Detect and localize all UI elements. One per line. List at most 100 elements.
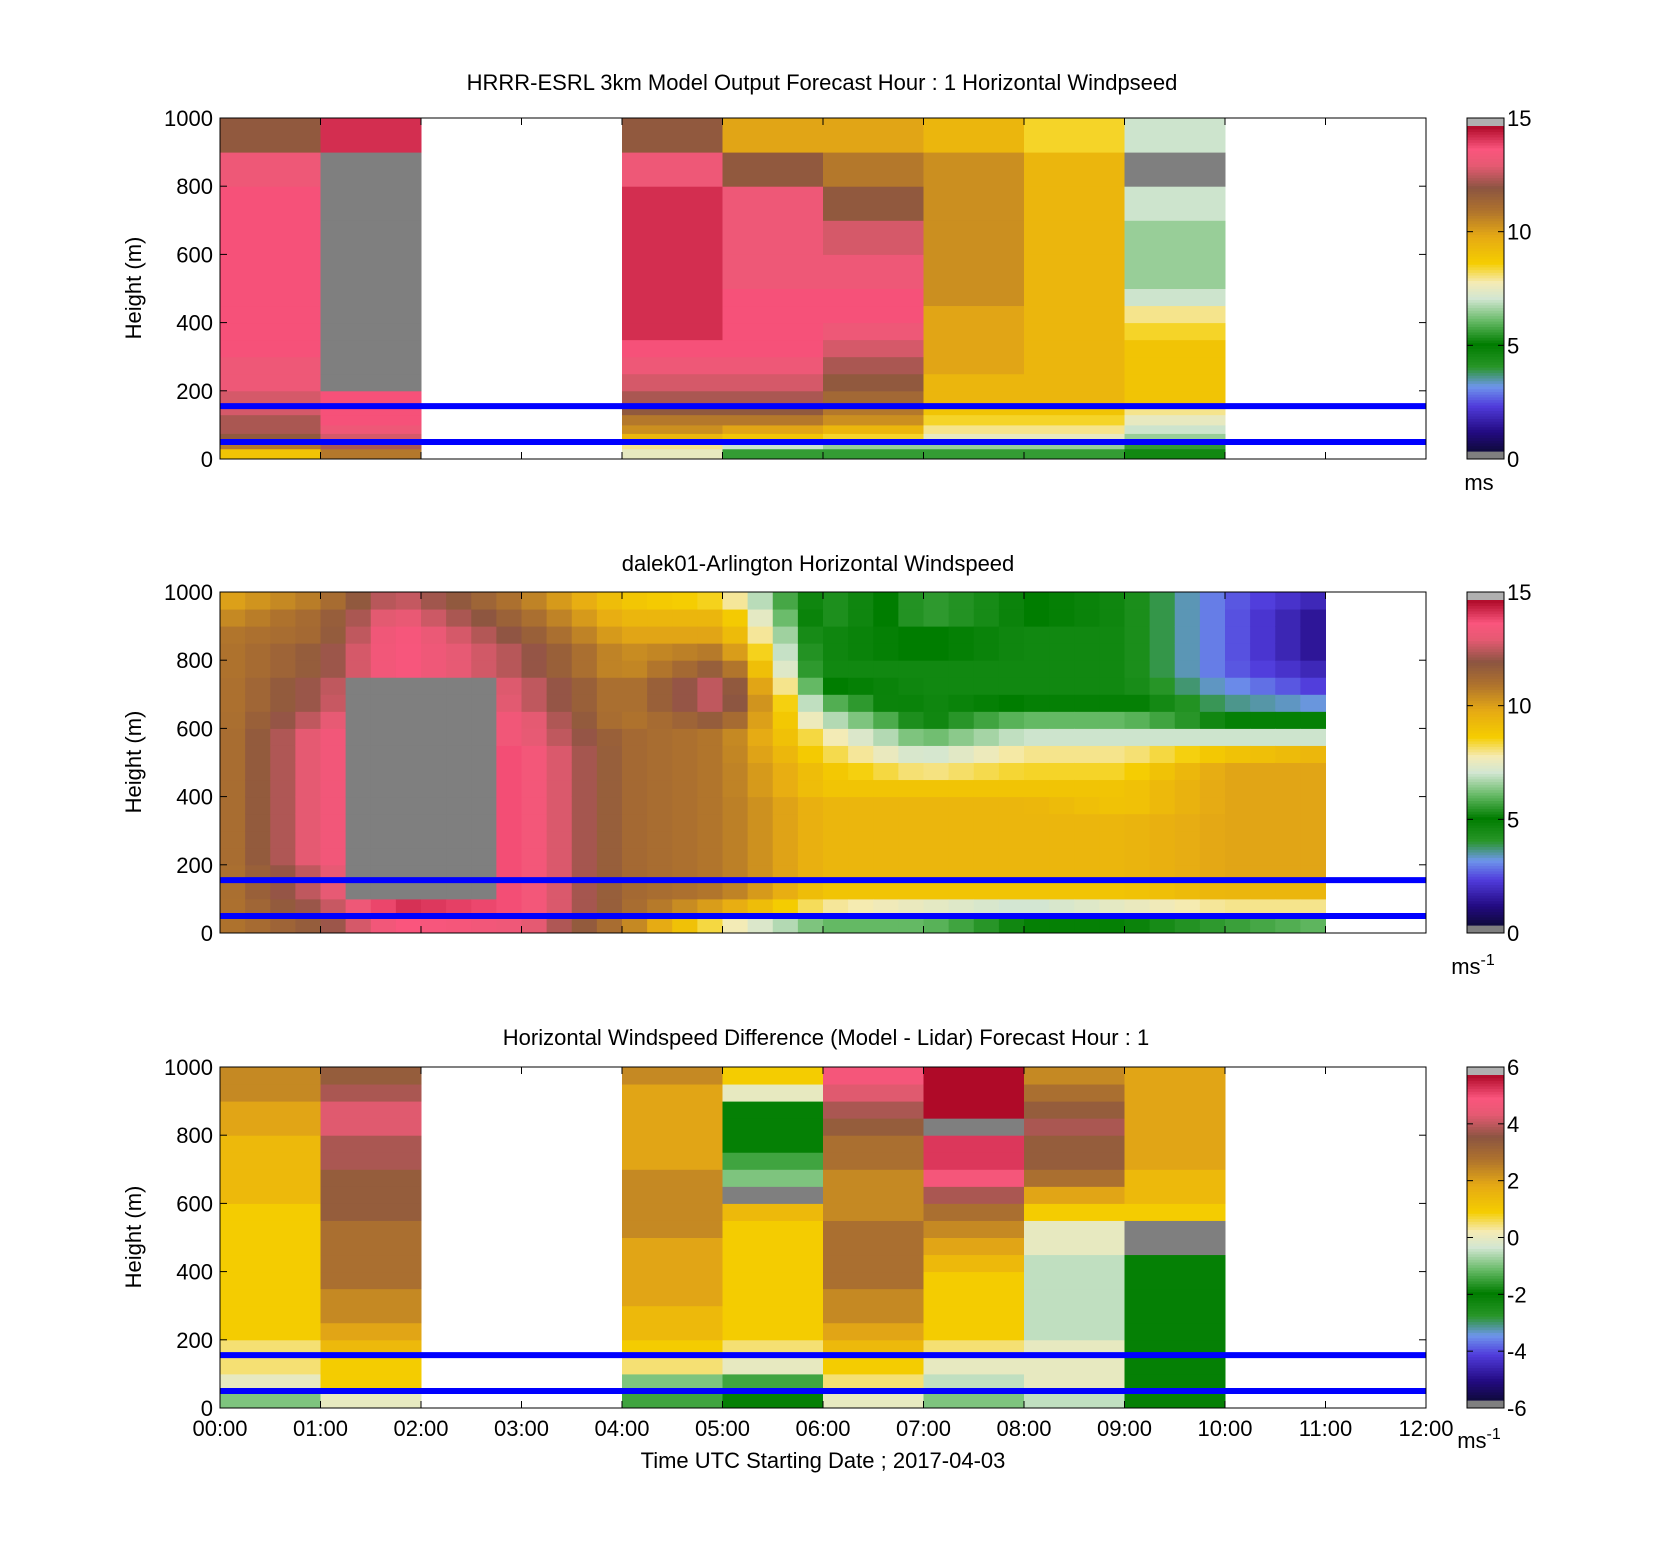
- heatmap-cell: [471, 796, 497, 815]
- heatmap-cell: [1024, 847, 1050, 866]
- heatmap-cell: [320, 1118, 422, 1136]
- heatmap-cell: [395, 762, 422, 781]
- heatmap-cell: [772, 728, 799, 746]
- colorbar-swatch: [1467, 258, 1504, 263]
- heatmap-cell: [923, 1288, 1025, 1307]
- heatmap-cell: [1124, 881, 1151, 900]
- heatmap-cell: [722, 762, 749, 781]
- colorbar-swatch: [1467, 1278, 1504, 1282]
- colorbar-swatch: [1467, 182, 1504, 187]
- heatmap-cell: [421, 847, 447, 866]
- heatmap-cell: [1024, 186, 1125, 221]
- heatmap-cell: [722, 433, 824, 443]
- heatmap-cell: [1124, 1271, 1226, 1290]
- colorbar-swatch: [1467, 199, 1504, 203]
- heatmap-cell: [622, 390, 723, 407]
- heatmap-cell: [1124, 1305, 1226, 1324]
- y-tick-label: 200: [176, 1328, 213, 1353]
- heatmap-cell: [370, 677, 397, 695]
- heatmap-cell: [1024, 779, 1050, 798]
- heatmap-cell: [471, 728, 497, 746]
- heatmap-cell: [270, 881, 296, 900]
- heatmap-cell: [521, 881, 548, 900]
- colorbar-swatch: [1467, 838, 1504, 842]
- colorbar-swatch: [1467, 665, 1504, 669]
- colorbar-swatch: [1467, 702, 1504, 707]
- heatmap-cell: [546, 915, 573, 934]
- heatmap-cell: [1225, 813, 1251, 832]
- heatmap-cell: [220, 915, 246, 934]
- heatmap-cell: [797, 881, 824, 900]
- heatmap-cell: [1024, 796, 1050, 815]
- colorbar-swatch: [1467, 1186, 1504, 1190]
- heatmap-cell: [747, 711, 774, 729]
- heatmap-cell: [1275, 830, 1301, 849]
- panel-lidar: dalek01-Arlington Horizontal Windspeed 0…: [121, 551, 1531, 979]
- x-tick-label: 07:00: [896, 1416, 951, 1441]
- heatmap-cell: [395, 694, 422, 712]
- heatmap-cell: [270, 813, 296, 832]
- heatmap-cell: [948, 762, 975, 781]
- heatmap-cell: [697, 762, 723, 781]
- heatmap-cell: [1174, 813, 1201, 832]
- heatmap-cell: [772, 847, 799, 866]
- colorbar-swatch: [1467, 789, 1504, 793]
- heatmap-cell: [320, 677, 347, 695]
- heatmap-cell: [772, 694, 799, 712]
- heatmap-cell: [1124, 406, 1226, 416]
- heatmap-cell: [722, 711, 749, 729]
- heatmap-cell: [1225, 626, 1251, 644]
- heatmap-cell: [496, 609, 522, 627]
- heatmap-cell: [722, 1237, 824, 1256]
- colorbar-swatch: [1467, 304, 1504, 309]
- heatmap-cell: [622, 288, 723, 307]
- colorbar-tick-label: 0: [1507, 921, 1519, 946]
- heatmap-cell: [496, 626, 522, 644]
- heatmap-cell: [1199, 779, 1226, 798]
- heatmap-cell: [697, 660, 723, 678]
- colorbar-swatch: [1467, 239, 1504, 244]
- heatmap-cell: [672, 660, 698, 678]
- heatmap-cell: [220, 339, 321, 358]
- heatmap-cell: [1024, 1254, 1125, 1273]
- colorbar-swatch: [1467, 1118, 1504, 1122]
- heatmap-cell: [722, 339, 824, 358]
- heatmap-cell: [923, 1373, 1025, 1392]
- colorbar-swatch: [1467, 1270, 1504, 1274]
- heatmap-cell: [1149, 847, 1176, 866]
- heatmap-cell: [672, 813, 698, 832]
- heatmap-cell: [1074, 745, 1100, 763]
- heatmap-cell: [1199, 694, 1226, 712]
- colorbar-swatch: [1467, 272, 1504, 276]
- colorbar-swatch: [1467, 158, 1504, 162]
- colorbar-swatch: [1467, 339, 1504, 344]
- colorbar-swatch: [1467, 1215, 1504, 1220]
- colorbar-swatch: [1467, 274, 1504, 279]
- colorbar-swatch: [1467, 700, 1504, 704]
- y-tick-label: 0: [201, 1396, 213, 1421]
- colorbar-swatch: [1467, 404, 1504, 409]
- heatmap-cell: [973, 745, 1000, 763]
- colorbar-swatch: [1467, 312, 1504, 317]
- heatmap-cell: [1024, 152, 1125, 187]
- heatmap-cell: [1225, 745, 1251, 763]
- heatmap-cell: [823, 626, 849, 644]
- heatmap-cell: [571, 881, 598, 900]
- colorbar-swatch: [1467, 600, 1504, 604]
- heatmap-cell: [1275, 847, 1301, 866]
- x-tick-label: 05:00: [695, 1416, 750, 1441]
- colorbar-swatch: [1467, 878, 1504, 883]
- heatmap-cell: [797, 830, 824, 849]
- heatmap-cell: [1074, 830, 1100, 849]
- colorbar-swatch: [1467, 1310, 1504, 1314]
- heatmap-cell: [370, 728, 397, 746]
- x-tick-label: 12:00: [1398, 1416, 1453, 1441]
- heatmap-cell: [320, 626, 347, 644]
- colorbar-swatch: [1467, 900, 1504, 904]
- heatmap-cell: [370, 898, 397, 917]
- heatmap-cell: [1099, 660, 1125, 678]
- colorbar-swatch: [1467, 326, 1504, 330]
- heatmap-cells: [220, 1067, 1226, 1409]
- heatmap-cell: [245, 609, 271, 627]
- heatmap-cell: [722, 373, 824, 392]
